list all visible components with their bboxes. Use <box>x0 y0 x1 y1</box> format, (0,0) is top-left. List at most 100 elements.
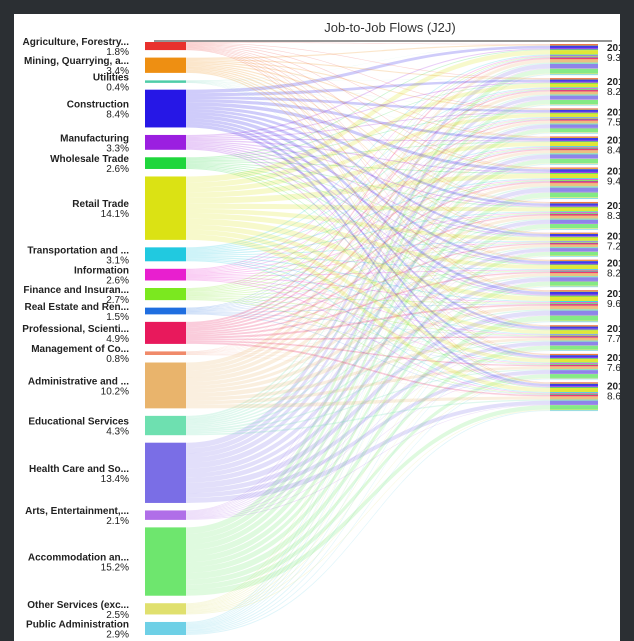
flow-link <box>186 218 550 426</box>
target-percent: 7.6% <box>607 363 620 374</box>
source-percent: 2.5% <box>106 610 129 621</box>
target-stripe <box>550 179 598 181</box>
flow-link <box>186 44 550 169</box>
flow-link <box>186 83 550 188</box>
target-stripe <box>550 81 598 83</box>
target-stripe <box>550 315 598 321</box>
target-stripe <box>550 290 598 291</box>
flow-link <box>186 309 550 431</box>
source-bar[interactable] <box>145 176 186 240</box>
flow-link <box>186 142 550 237</box>
flow-link <box>186 45 550 203</box>
source-percent: 2.6% <box>106 164 129 175</box>
flow-link <box>186 71 550 384</box>
flow-link <box>186 366 550 405</box>
flow-link <box>186 59 550 80</box>
flow-link <box>186 114 550 295</box>
flow-link <box>186 124 550 458</box>
flow-link <box>186 54 550 249</box>
target-stripe <box>550 44 598 45</box>
source-bar[interactable] <box>145 527 186 596</box>
flow-link <box>186 337 550 401</box>
source-label: Arts, Entertainment,... <box>25 506 129 517</box>
target-stripe <box>550 363 598 364</box>
target-stripe <box>550 233 598 234</box>
target-stripe <box>550 120 598 124</box>
source-bar[interactable] <box>145 247 186 262</box>
flow-link <box>186 70 550 356</box>
target-stripe <box>550 333 598 335</box>
target-stripe <box>550 109 598 112</box>
target-stripe <box>550 57 598 60</box>
flow-link <box>186 203 550 212</box>
flow-link <box>186 173 550 204</box>
flow-link <box>186 59 550 367</box>
source-bar[interactable] <box>145 57 186 73</box>
target-stripe <box>550 89 598 91</box>
flow-link <box>186 161 550 174</box>
source-bar[interactable] <box>145 321 186 344</box>
target-percent: 9.6% <box>607 299 620 310</box>
source-label: Finance and Insuran... <box>23 285 129 296</box>
target-stripe <box>550 187 598 192</box>
flow-link <box>186 141 550 162</box>
flow-link <box>186 68 550 534</box>
source-bar[interactable] <box>145 80 186 83</box>
source-bar[interactable] <box>145 415 186 436</box>
flow-link <box>186 321 550 632</box>
target-stripe <box>550 44 598 46</box>
flow-link <box>186 79 550 81</box>
source-bar[interactable] <box>145 603 186 615</box>
flow-link <box>186 60 550 110</box>
target-stripe <box>550 150 598 154</box>
source-bar[interactable] <box>145 134 186 150</box>
source-label: Information <box>74 266 129 277</box>
flow-link <box>186 82 550 356</box>
target-stripe <box>550 78 598 79</box>
target-stripe <box>550 345 598 346</box>
flow-link <box>186 247 550 428</box>
source-bar[interactable] <box>145 442 186 503</box>
flow-link <box>186 123 550 421</box>
flow-link <box>186 404 550 520</box>
target-stripe <box>550 264 598 266</box>
target-stripe <box>550 91 598 95</box>
target-stripe <box>550 211 598 213</box>
flow-link <box>186 256 550 303</box>
source-bar[interactable] <box>145 89 186 128</box>
flow-link <box>186 65 550 234</box>
target-year: 2017 <box>607 353 620 364</box>
target-stripe <box>550 387 598 388</box>
source-bar[interactable] <box>145 510 186 520</box>
source-label: Retail Trade <box>72 199 129 210</box>
target-stripe <box>550 158 598 164</box>
source-bar[interactable] <box>145 42 186 51</box>
source-bar[interactable] <box>145 287 186 301</box>
source-bar[interactable] <box>145 621 186 635</box>
flow-link <box>186 80 550 110</box>
flow-link <box>186 158 550 551</box>
target-stripe <box>550 137 598 138</box>
source-label: Professional, Scienti... <box>22 324 129 335</box>
source-bar[interactable] <box>145 307 186 315</box>
flow-link <box>186 144 550 296</box>
flow-link <box>186 116 550 251</box>
source-bar[interactable] <box>145 351 186 356</box>
flow-link <box>186 340 550 367</box>
flow-link <box>186 315 550 580</box>
target-stripe <box>550 90 598 92</box>
flow-link <box>186 306 550 398</box>
flow-link <box>186 42 550 79</box>
source-bar[interactable] <box>145 157 186 169</box>
source-bar[interactable] <box>145 362 186 409</box>
flow-link <box>186 42 550 45</box>
flow-link <box>186 405 550 596</box>
flow-link <box>186 211 550 255</box>
flow-link <box>186 374 550 590</box>
flow-link <box>186 277 550 483</box>
target-stripe <box>550 386 598 388</box>
source-bar[interactable] <box>145 268 186 281</box>
target-stripe <box>550 201 598 203</box>
target-stripe <box>550 117 598 119</box>
target-stripe <box>550 290 598 292</box>
